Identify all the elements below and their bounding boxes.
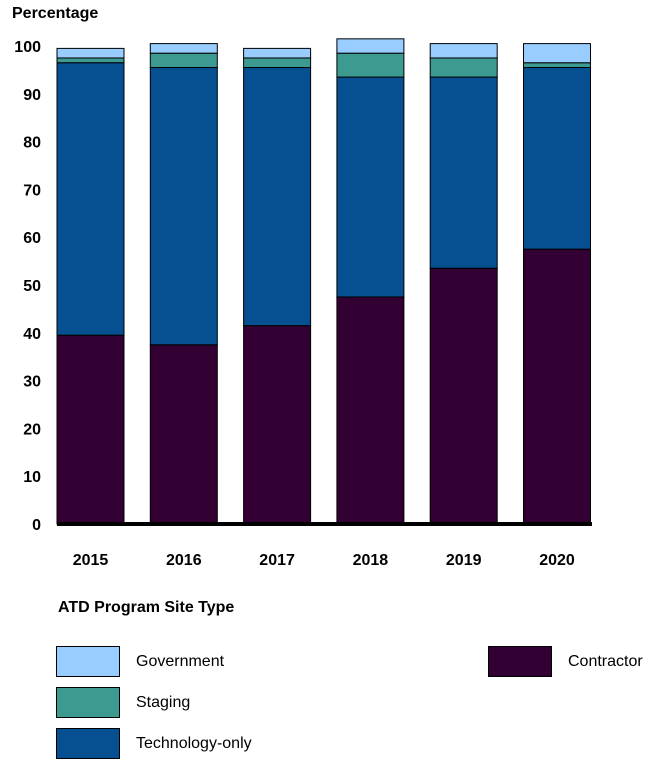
bar-2017-staging [243, 57, 312, 69]
bar-2016-contractor [149, 344, 218, 525]
legend-label-staging: Staging [136, 693, 191, 711]
legend-label-technology-only: Technology-only [136, 734, 252, 752]
legend-swatch-technology-only [56, 728, 120, 759]
y-tick-label-0: 0 [32, 517, 41, 534]
bar-2019-technology-only [429, 76, 498, 269]
legend-title: ATD Program Site Type [58, 599, 235, 616]
y-tick-label-80: 80 [23, 135, 41, 152]
legend-item-contractor: Contractor [488, 646, 643, 677]
bar-2015-technology-only [56, 62, 125, 336]
bar-2017-technology-only [243, 67, 312, 327]
legend-item-government: Government [56, 646, 224, 677]
bar-2018-staging [336, 52, 405, 78]
legend-swatch-contractor [488, 646, 552, 677]
bar-2020-technology-only [523, 67, 591, 250]
legend-label-government: Government [136, 652, 225, 670]
legend-swatch-staging [56, 687, 120, 718]
bar-2018-technology-only [336, 76, 405, 298]
bar-2016-staging [149, 52, 218, 69]
legend-label-contractor: Contractor [568, 652, 643, 670]
bar-2016-technology-only [149, 67, 218, 346]
y-tick-label-100: 100 [14, 39, 41, 56]
bar-2018-government [336, 38, 405, 54]
x-tick-label-2017: 2017 [259, 552, 295, 569]
y-tick-label-20: 20 [23, 421, 41, 438]
bar-2019-contractor [429, 267, 498, 525]
y-tick-label-70: 70 [23, 182, 41, 199]
bars-group [56, 38, 592, 526]
bar-2017-contractor [243, 325, 312, 525]
bar-2017-government [243, 47, 312, 59]
bar-2020-contractor [523, 248, 591, 525]
y-tick-label-40: 40 [23, 326, 41, 343]
bar-2016-government [149, 43, 218, 54]
y-tick-label-50: 50 [23, 278, 41, 295]
bar-2018-contractor [336, 296, 405, 525]
y-tick-label-60: 60 [23, 230, 41, 247]
legend-swatch-government [56, 646, 120, 677]
x-tick-labels: 2015 2016 2017 2018 2019 2020 [73, 552, 575, 569]
y-tick-label-30: 30 [23, 374, 41, 391]
x-tick-label-2018: 2018 [353, 552, 389, 569]
y-tick-label-10: 10 [23, 469, 41, 486]
x-tick-label-2019: 2019 [446, 552, 482, 569]
legend-item-technology-only: Technology-only [56, 728, 252, 759]
legend-item-staging: Staging [56, 687, 190, 718]
y-axis-title: Percentage [12, 5, 99, 22]
x-tick-label-2020: 2020 [539, 552, 575, 569]
bar-2015-contractor [56, 334, 125, 525]
x-tick-label-2015: 2015 [73, 552, 109, 569]
x-tick-label-2016: 2016 [166, 552, 202, 569]
bar-2019-staging [429, 57, 498, 78]
y-tick-label-90: 90 [23, 87, 41, 104]
bar-2015-government [56, 47, 125, 59]
bar-2020-government [523, 43, 591, 64]
bar-2019-government [429, 43, 498, 59]
bar-2015-staging [56, 57, 125, 64]
y-tick-labels: 0 10 20 30 40 50 60 70 80 90 100 [14, 39, 41, 534]
bar-2020-staging [523, 62, 591, 69]
